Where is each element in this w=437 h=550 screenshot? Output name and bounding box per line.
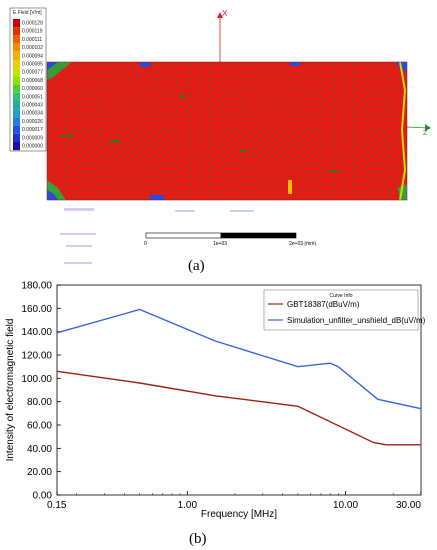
z-axis-label: Z bbox=[423, 130, 428, 137]
panel-a: E Field [V/m] 0.0001280.0001190.0001110.… bbox=[9, 7, 431, 274]
colorbar-level-label: 0.000128 bbox=[22, 21, 43, 27]
scale-bar: 0 1e+03 2e+03 (mm) bbox=[144, 232, 316, 247]
series-lines bbox=[56, 308, 422, 446]
y-tick-label: 120.00 bbox=[21, 351, 52, 362]
colorbar-level-label: 0.000102 bbox=[22, 45, 43, 51]
panel-a-label: (a) bbox=[188, 258, 205, 274]
colorbar-level-label: 0.000017 bbox=[22, 127, 43, 133]
colorbar-swatch bbox=[13, 27, 20, 36]
legend-label-gbt: GBT18387(dBuV/m) bbox=[287, 300, 360, 309]
colorbar-level-label: 0.000034 bbox=[22, 111, 43, 117]
colorbar-swatch bbox=[13, 117, 20, 126]
x-tick-label: 0.15 bbox=[47, 500, 67, 511]
x-tick-label: 30.00 bbox=[396, 500, 421, 511]
y-tick-label: 160.00 bbox=[21, 304, 52, 315]
y-tick-label: 40.00 bbox=[27, 444, 52, 455]
colorbar-swatch bbox=[13, 84, 20, 93]
scale-bar-black-segment bbox=[220, 232, 297, 239]
panel-b: 0.00 20.00 40.00 60.00 80.00 100.00 120.00 140.… bbox=[5, 281, 426, 548]
colorbar-level-label: 0.000085 bbox=[22, 62, 43, 68]
y-tick-label: 60.00 bbox=[27, 421, 52, 432]
field-map-border bbox=[46, 61, 408, 201]
scale-bar-label-0: 0 bbox=[144, 241, 147, 247]
x-tick-label: 1.00 bbox=[178, 500, 198, 511]
colorbar-level-label: 0.000000 bbox=[22, 144, 43, 150]
colorbar-swatches bbox=[13, 19, 20, 151]
colorbar-level-label: 0.000060 bbox=[22, 86, 43, 92]
colorbar-swatch bbox=[13, 92, 20, 101]
corner-region-tl-inner bbox=[47, 62, 58, 70]
colorbar-level-label: 0.000077 bbox=[22, 70, 43, 76]
right-edge-gradient bbox=[399, 61, 407, 201]
colorbar-level-label: 0.000051 bbox=[22, 94, 43, 100]
curve-legend-title: Curve Info bbox=[329, 293, 352, 299]
colorbar-swatch bbox=[13, 133, 20, 142]
scale-bar-label-2: 2e+03 (mm) bbox=[289, 241, 316, 247]
z-arrow-head bbox=[425, 124, 431, 131]
colorbar-swatch bbox=[13, 125, 20, 134]
y-tick-label: 100.00 bbox=[21, 374, 52, 385]
x-arrow-head bbox=[217, 12, 223, 18]
colorbar-swatch bbox=[13, 35, 20, 44]
field-map bbox=[46, 61, 408, 201]
colorbar-swatch bbox=[13, 19, 20, 28]
curve-legend: Curve Info GBT18387(dBuV/m) Simulation_u… bbox=[263, 289, 426, 331]
colorbar-level-label: 0.000119 bbox=[22, 29, 43, 35]
colorbar-level-label: 0.000009 bbox=[22, 135, 43, 141]
colorbar-swatch bbox=[13, 109, 20, 118]
y-tick-label: 140.00 bbox=[21, 327, 52, 338]
y-axis-title: Intensity of electromagnetic field bbox=[5, 319, 16, 462]
colorbar-level-label: 0.000094 bbox=[22, 53, 43, 59]
y-axis-ticks: 0.00 20.00 40.00 60.00 80.00 100.00 120.00 140.… bbox=[21, 281, 61, 502]
curve-legend-box bbox=[263, 289, 419, 331]
colorbar-swatch bbox=[13, 51, 20, 60]
colorbar-legend: E Field [V/m] 0.0001280.0001190.0001110.… bbox=[9, 7, 47, 152]
series-line-simulation bbox=[56, 308, 422, 410]
series-line-gbt bbox=[56, 370, 421, 446]
x-axis-ticks: 0.15 1.00 10.00 30.00 bbox=[47, 491, 421, 511]
hotspot-top-2 bbox=[290, 62, 300, 66]
colorbar-swatch bbox=[13, 142, 20, 151]
x-axis-label: X bbox=[222, 9, 228, 18]
colorbar-swatch bbox=[13, 101, 20, 110]
colorbar-levels: 0.000128 0.000119 0.000111 0.000102 0.000094… bbox=[22, 21, 43, 150]
y-tick-label: 180.00 bbox=[21, 281, 52, 292]
scale-bar-label-1: 1e+03 bbox=[213, 241, 227, 247]
y-tick-label: 20.00 bbox=[27, 467, 52, 478]
x-tick-label: 10.00 bbox=[333, 500, 358, 511]
corner-region-tl bbox=[47, 62, 72, 80]
legend-label-simulation: Simulation_unfilter_unshield_dB(uV/m) bbox=[287, 316, 426, 325]
colorbar-title: E Field [V/m] bbox=[13, 10, 42, 16]
scale-bar-white-segment bbox=[145, 232, 222, 239]
y-tick-label: 80.00 bbox=[27, 397, 52, 408]
colorbar-level-label: 0.000043 bbox=[22, 103, 43, 109]
hotspot-top-1 bbox=[140, 62, 150, 67]
colorbar-swatch bbox=[13, 43, 20, 52]
colorbar-swatch bbox=[13, 60, 20, 69]
colorbar-level-label: 0.000068 bbox=[22, 78, 43, 84]
hotspot-bottom-1 bbox=[150, 195, 164, 200]
corner-region-bl-inner bbox=[47, 190, 58, 200]
panel-b-label: (b) bbox=[189, 531, 207, 547]
colorbar-swatch bbox=[13, 76, 20, 85]
colorbar-level-label: 0.000111 bbox=[22, 37, 42, 43]
hotspot-yellow bbox=[288, 180, 292, 194]
y-tick-label: 0.00 bbox=[33, 491, 53, 502]
x-axis-title: Frequency [MHz] bbox=[201, 509, 277, 520]
field-map-body bbox=[47, 62, 407, 200]
field-speckles-extra bbox=[60, 95, 338, 172]
colorbar-swatch bbox=[13, 68, 20, 77]
ghost-artifacts bbox=[60, 208, 254, 264]
colorbar-level-label: 0.000026 bbox=[22, 119, 43, 125]
